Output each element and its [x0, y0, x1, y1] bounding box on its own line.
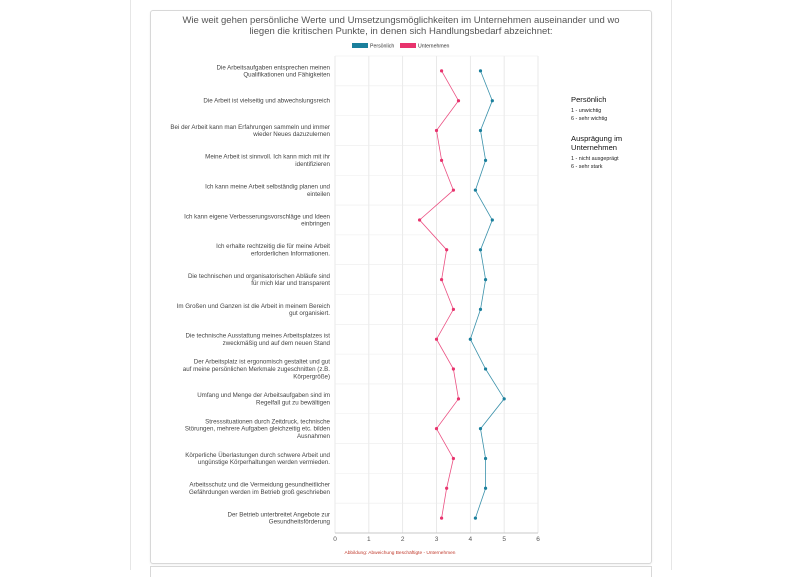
category-label: einbringen — [301, 221, 330, 228]
side-legend-unternehmen-head-1: Ausprägung im — [571, 134, 622, 143]
category-label: Gesundheitsförderung — [269, 519, 331, 526]
chart-card — [150, 10, 652, 564]
data-point-unternehmen — [445, 248, 449, 252]
x-tick-label: 1 — [367, 536, 371, 543]
data-point-unternehmen — [434, 337, 439, 341]
data-point-unternehmen — [439, 277, 444, 282]
category-label: Arbeitsschutz und die Vermeidung gesundh… — [189, 482, 330, 489]
x-tick-label: 5 — [502, 536, 506, 543]
category-label: erforderlichen Informationen. — [251, 250, 330, 257]
data-point-persoenlich — [473, 516, 478, 520]
chart-title: Wie weit gehen persönliche Werte und Ums… — [182, 15, 619, 37]
data-point-unternehmen — [456, 99, 461, 103]
category-label: Im Großen und Ganzen ist die Arbeit in m… — [177, 303, 331, 310]
data-point-persoenlich — [490, 218, 494, 222]
chart-series — [417, 69, 506, 520]
chart-title-line-1: Wie weit gehen persönliche Werte und Ums… — [182, 15, 619, 26]
category-label: zweckmäßig und auf dem neuen Stand — [223, 340, 331, 347]
category-label: Ich kann eigene Verbesserungsvorschläge … — [184, 213, 330, 220]
x-tick-label: 4 — [469, 536, 473, 543]
category-label: Körpergröße) — [293, 373, 330, 380]
category-label: Bei der Arbeit kann man Erfahrungen samm… — [170, 124, 330, 131]
side-legend-unternehmen-line-2: 6 - sehr stark — [571, 164, 603, 170]
chart-caption: Abbildung: Abweichung Beschäftigte - Unt… — [345, 550, 456, 556]
data-point-unternehmen — [439, 69, 444, 73]
data-point-unternehmen — [417, 218, 422, 222]
category-label: Der Arbeitsplatz ist ergonomisch gestalt… — [194, 359, 330, 366]
side-legend-unternehmen-head-2: Unternehmen — [571, 143, 617, 152]
chart-title-line-2: liegen die kritischen Punkte, in denen s… — [249, 26, 552, 37]
category-label: einteilen — [307, 191, 331, 198]
category-label: für mich klar und transparent — [251, 280, 330, 287]
chart-legend: Persönlich Unternehmen — [352, 43, 450, 50]
side-legend-persoenlich-line-1: 1 - unwichtig — [571, 108, 601, 114]
data-point-persoenlich — [483, 486, 488, 490]
category-label: Meine Arbeit ist sinnvoll. Ich kann mich… — [205, 154, 330, 161]
data-point-persoenlich — [490, 99, 494, 103]
category-label: ungünstige Körperhaltungen werden vermie… — [198, 459, 330, 466]
legend-label-unternehmen: Unternehmen — [418, 44, 450, 50]
category-label: identifizieren — [295, 161, 330, 168]
category-label: Regelfall gut zu bewältigen — [256, 399, 331, 406]
category-label: Ich erhalte rechtzeitig die für meine Ar… — [216, 243, 330, 250]
category-label: Die Arbeit ist vielseitig und abwechslun… — [203, 98, 330, 105]
data-point-unternehmen — [439, 516, 444, 520]
category-label: Ausnahmen — [297, 433, 331, 440]
x-tick-label: 2 — [401, 536, 405, 543]
data-point-persoenlich — [483, 456, 488, 461]
data-point-unternehmen — [445, 486, 449, 490]
category-label: auf meine persönlichen Merkmale zugeschn… — [183, 366, 330, 373]
series-line-unternehmen — [419, 70, 459, 519]
legend-swatch-persoenlich — [352, 43, 368, 48]
category-label: Gefährdungen werden im Betrieb groß gesc… — [189, 489, 331, 496]
category-label: Ich kann meine Arbeit selbständig planen… — [205, 184, 330, 191]
category-label: Störungen, mehrere Aufgaben gleichzeitig… — [185, 426, 331, 433]
data-point-unternehmen — [451, 307, 456, 312]
data-point-persoenlich — [478, 307, 483, 312]
data-point-unternehmen — [439, 158, 444, 162]
category-label: wieder Neues dazuzulernen — [252, 131, 330, 138]
data-point-persoenlich — [478, 427, 483, 431]
data-point-persoenlich — [478, 248, 483, 252]
category-label: Die technischen und organisatorischen Ab… — [188, 273, 331, 280]
data-point-persoenlich — [473, 188, 478, 192]
data-point-persoenlich — [478, 69, 483, 73]
data-point-unternehmen — [456, 397, 461, 401]
category-label: Körperliche Überlastungen durch schwere … — [185, 452, 330, 459]
data-point-persoenlich — [502, 397, 506, 401]
category-label: Der Betrieb unterbreitet Angebote zur — [228, 511, 331, 518]
x-axis-ticks: 0 1 2 3 4 5 6 — [333, 536, 540, 543]
category-labels: Die Arbeitsaufgaben entsprechen meinenQu… — [170, 64, 330, 525]
data-point-unternehmen — [451, 188, 456, 192]
category-label: Qualifikationen und Fähigkeiten — [243, 72, 330, 79]
category-label: Umfang und Menge der Arbeitsaufgaben sin… — [197, 392, 330, 399]
data-point-unternehmen — [434, 427, 439, 431]
category-label: Stresssituationen durch Zeitdruck, techn… — [205, 418, 330, 425]
category-label: Die Arbeitsaufgaben entsprechen meinen — [216, 64, 330, 71]
category-label: gut organisiert. — [289, 310, 330, 317]
x-tick-label: 3 — [435, 536, 439, 543]
data-point-persoenlich — [478, 128, 483, 133]
data-point-unternehmen — [451, 456, 456, 461]
data-point-persoenlich — [483, 367, 488, 371]
chart-grid — [334, 55, 539, 534]
data-point-persoenlich — [483, 277, 488, 282]
side-legend-unternehmen-line-1: 1 - nicht ausgeprägt — [571, 156, 619, 162]
data-point-unternehmen — [451, 367, 456, 371]
side-legend-persoenlich-line-2: 6 - sehr wichtig — [571, 116, 607, 122]
series-line-persoenlich — [469, 70, 505, 519]
legend-swatch-unternehmen — [400, 43, 416, 48]
data-point-persoenlich — [468, 337, 472, 341]
data-point-unternehmen — [434, 128, 439, 133]
x-tick-label: 6 — [536, 536, 540, 543]
category-label: Die technische Ausstattung meines Arbeit… — [186, 333, 331, 340]
data-point-persoenlich — [483, 158, 488, 162]
side-legend: Persönlich 1 - unwichtig 6 - sehr wichti… — [571, 95, 622, 170]
x-tick-label: 0 — [333, 536, 337, 543]
side-legend-persoenlich-head: Persönlich — [571, 95, 606, 104]
legend-label-persoenlich: Persönlich — [370, 44, 394, 50]
